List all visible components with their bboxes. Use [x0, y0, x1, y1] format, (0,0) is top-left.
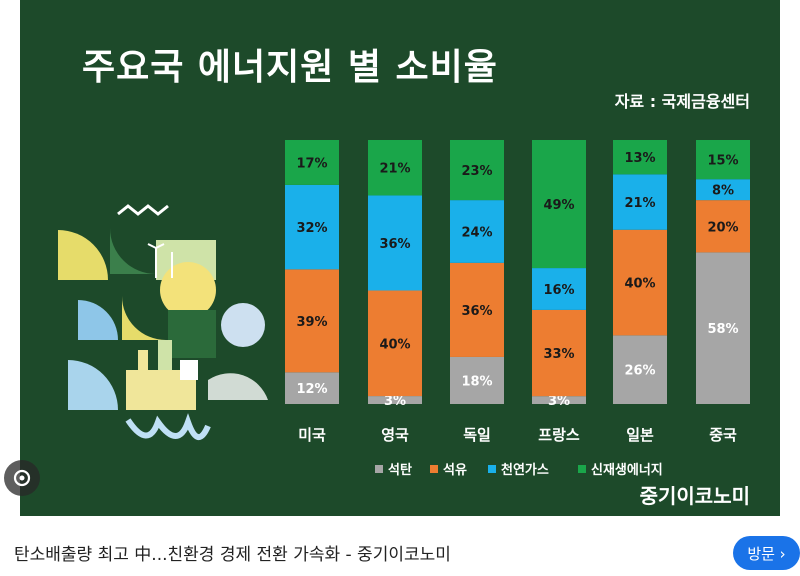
legend-swatch [488, 465, 496, 473]
legend-swatch [375, 465, 383, 473]
legend-label: 석탄 [388, 462, 412, 478]
bar-segment-프랑스-석탄 [532, 396, 586, 404]
bar-value-label: 26% [624, 364, 655, 379]
bar-value-label: 58% [707, 322, 738, 337]
legend-swatch [430, 465, 438, 473]
bar-value-label: 20% [707, 220, 738, 235]
bar-value-label: 40% [379, 337, 410, 352]
bar-value-label: 33% [543, 347, 574, 362]
result-caption-bar [0, 516, 800, 576]
bar-segment-영국-천연가스 [368, 195, 422, 291]
bar-segment-프랑스-신재생에너지 [532, 140, 586, 269]
bar-value-label: 18% [461, 374, 492, 389]
bar-segment-독일-신재생에너지 [450, 140, 504, 201]
category-label: 일본 [626, 426, 654, 444]
stacked-bar-chart: 12% 39% 32% 17% 미국 3% 40% 36% 21% 영국 18% 36% 24% 23% 독… [285, 140, 750, 478]
bar-segment-영국-신재생에너지 [368, 140, 422, 196]
bar-segment-일본-석유 [613, 229, 667, 336]
bar-value-label: 8% [712, 184, 734, 199]
bar-value-label: 36% [461, 304, 492, 319]
bar-segment-중국-석유 [696, 200, 750, 253]
bar-segment-미국-석탄 [285, 372, 339, 404]
brand-logo: 중기이코노미 [639, 484, 750, 508]
category-label: 독일 [463, 426, 491, 444]
bar-value-label: 49% [543, 198, 574, 213]
bar-segment-미국-천연가스 [285, 184, 339, 270]
bar-segment-중국-석탄 [696, 252, 750, 404]
bar-value-label: 21% [624, 196, 655, 211]
bar-segment-영국-석유 [368, 290, 422, 397]
category-label: 영국 [381, 426, 409, 444]
bar-segment-영국-석탄 [368, 396, 422, 404]
bar-segment-독일-천연가스 [450, 200, 504, 263]
bar-segment-일본-천연가스 [613, 174, 667, 230]
category-label: 프랑스 [538, 426, 580, 444]
bar-segment-중국-신재생에너지 [696, 140, 750, 180]
chart-title: 주요국 에너지원 별 소비율 [82, 47, 498, 88]
bar-value-label: 23% [461, 164, 492, 179]
left-margin [0, 0, 20, 516]
legend-label: 신재생에너지 [591, 462, 663, 478]
eco-city-illustration [58, 204, 268, 440]
bar-value-label: 21% [379, 162, 410, 177]
legend-swatch [578, 465, 586, 473]
chart-source: 자료 : 국제금융센터 [614, 92, 750, 111]
bar-value-label: 15% [707, 154, 738, 169]
bar-segment-미국-신재생에너지 [285, 140, 339, 185]
result-caption[interactable]: 탄소배출량 최고 中...친환경 경제 전환 가속화 - 중기이코노미 [14, 545, 451, 565]
bar-value-label: 3% [548, 394, 570, 409]
infographic-image[interactable]: 주요국 에너지원 별 소비율 자료 : 국제금융센터 12% 39% 32% 17% 미… [20, 0, 780, 516]
legend-label: 석유 [443, 463, 467, 478]
lens-icon[interactable] [4, 460, 40, 496]
bar-value-label: 40% [624, 277, 655, 292]
legend-label: 천연가스 [501, 463, 549, 478]
bar-value-label: 12% [296, 382, 327, 397]
bar-value-label: 32% [296, 221, 327, 236]
bar-segment-프랑스-석유 [532, 309, 586, 397]
bar-value-label: 16% [543, 283, 574, 298]
bar-value-label: 24% [461, 225, 492, 240]
visit-button[interactable]: 방문 › [733, 536, 800, 570]
bar-value-label: 36% [379, 237, 410, 252]
bar-segment-중국-천연가스 [696, 179, 750, 201]
right-margin [780, 0, 800, 516]
bar-segment-일본-석탄 [613, 335, 667, 404]
bar-value-label: 3% [384, 394, 406, 409]
bar-segment-독일-석탄 [450, 356, 504, 404]
bar-segment-일본-신재생에너지 [613, 140, 667, 175]
bar-segment-미국-석유 [285, 269, 339, 373]
category-label: 중국 [709, 426, 737, 444]
bar-segment-프랑스-천연가스 [532, 268, 586, 310]
bar-value-label: 17% [296, 156, 327, 171]
category-label: 미국 [298, 426, 326, 444]
bar-value-label: 13% [624, 151, 655, 166]
bar-value-label: 39% [296, 315, 327, 330]
bar-segment-독일-석유 [450, 262, 504, 357]
